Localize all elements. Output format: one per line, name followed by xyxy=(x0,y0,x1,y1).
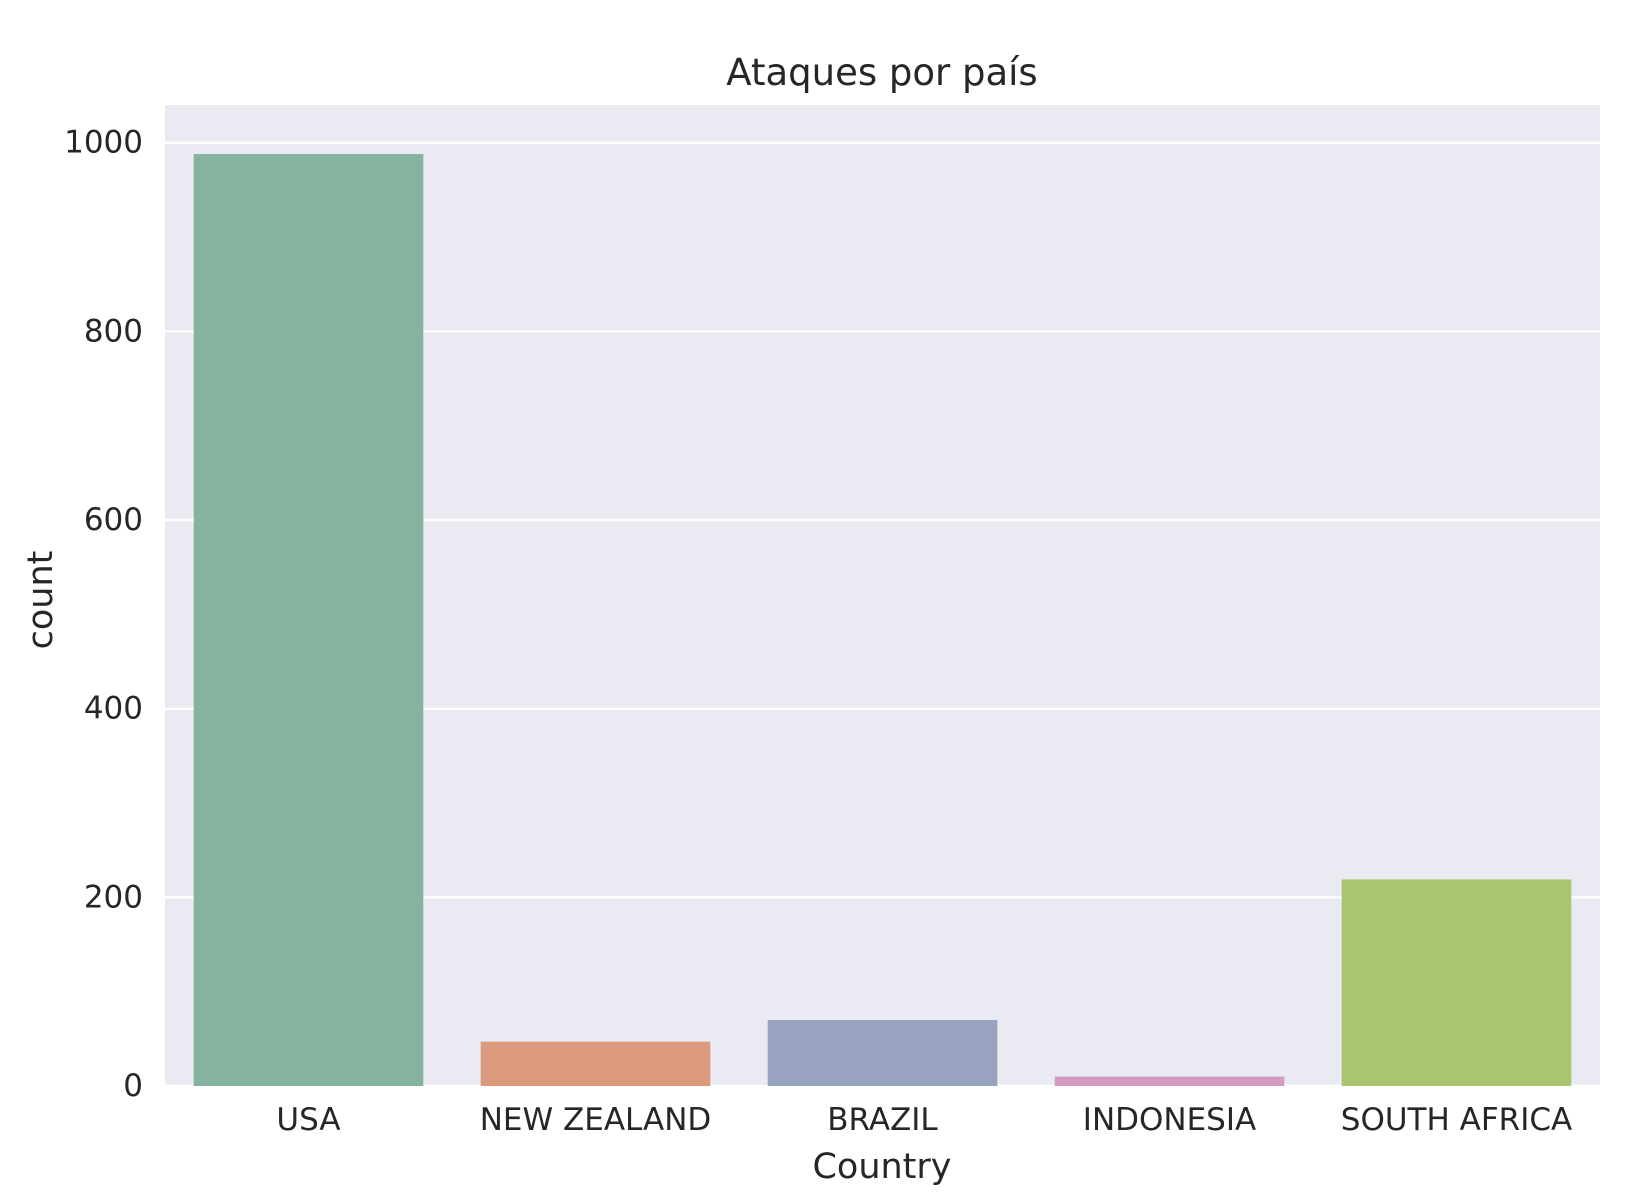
bar-indonesia xyxy=(1054,1076,1285,1086)
x-tick-label: USA xyxy=(276,1102,340,1138)
y-tick-label: 0 xyxy=(123,1068,143,1104)
x-tick-label: NEW ZEALAND xyxy=(480,1102,712,1138)
x-tick-label: SOUTH AFRICA xyxy=(1341,1102,1572,1138)
x-axis-label: Country xyxy=(812,1147,951,1187)
x-tick-labels: USA NEW ZEALAND BRAZIL INDONESIA SOUTH AFRIC… xyxy=(276,1102,1572,1138)
bar-south-africa xyxy=(1341,879,1572,1086)
chart-title: Ataques por país xyxy=(726,51,1037,94)
x-tick-label: BRAZIL xyxy=(827,1102,938,1138)
y-tick-label: 400 xyxy=(84,691,143,727)
x-tick-label: INDONESIA xyxy=(1083,1102,1256,1138)
y-axis-label: count xyxy=(21,551,61,650)
bar-brazil xyxy=(767,1019,998,1086)
y-tick-label: 800 xyxy=(84,313,143,349)
bars xyxy=(193,154,1572,1087)
bar-new-zealand xyxy=(480,1041,711,1086)
y-tick-label: 200 xyxy=(84,879,143,915)
y-tick-labels: 0 200 400 600 800 1000 xyxy=(64,125,143,1104)
y-tick-label: 1000 xyxy=(64,125,143,161)
bar-usa xyxy=(193,154,424,1087)
y-tick-label: 600 xyxy=(84,502,143,538)
